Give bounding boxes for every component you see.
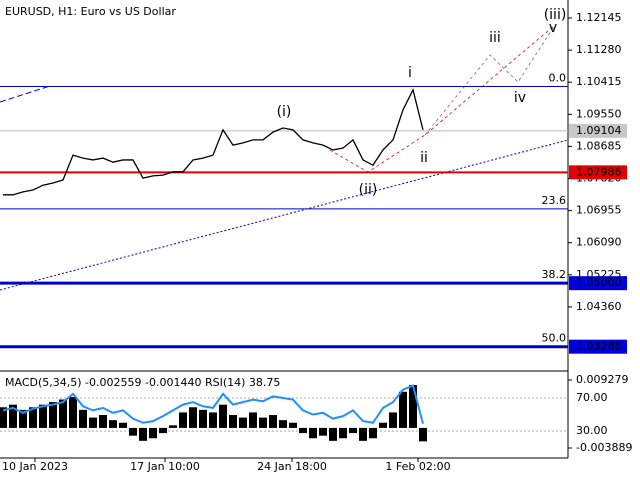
macd-bar [299, 427, 307, 434]
price-level-box [569, 339, 627, 354]
macd-bar [189, 407, 197, 428]
macd-bar [0, 407, 7, 428]
x-tick-label: 24 Jan 18:00 [257, 460, 327, 473]
fib-label: 50.0 [542, 332, 567, 345]
y-tick-label: 1.10415 [576, 75, 622, 88]
fib-label: 38.2 [542, 268, 567, 281]
fib-label: 23.6 [542, 194, 567, 207]
price-level-label: 1.07986 [576, 165, 622, 178]
macd-bar [249, 412, 257, 428]
price-level-label: 1.05000 [576, 276, 622, 289]
price-level-box [569, 165, 627, 180]
macd-bar [349, 427, 357, 434]
macd-bar [179, 412, 187, 428]
macd-bar [29, 407, 37, 428]
macd-bar [419, 427, 427, 442]
macd-bar [279, 420, 287, 428]
macd-bar [339, 427, 347, 439]
macd-bar [229, 415, 237, 428]
macd-bar [329, 427, 337, 441]
macd-bar [109, 420, 117, 428]
x-tick-label: 10 Jan 2023 [2, 460, 68, 473]
macd-bar [49, 402, 57, 428]
x-tick-label: 17 Jan 10:00 [130, 460, 200, 473]
macd-bar [159, 427, 167, 434]
y-tick-label: 1.08685 [576, 139, 622, 152]
y-tick-label: 1.06955 [576, 204, 622, 217]
rsi-tick-label: 70.00 [576, 391, 608, 404]
wave-label: (i) [277, 104, 292, 120]
current-price-label: 1.09104 [576, 124, 622, 137]
macd-bar [239, 417, 247, 428]
macd-bar [209, 412, 217, 428]
macd-bar [369, 427, 377, 439]
wave-label: ii [420, 150, 428, 166]
fib-label: 0.0 [549, 71, 567, 84]
wave-label: v [549, 20, 557, 36]
macd-bar [359, 427, 367, 441]
macd-bar [399, 391, 407, 428]
macd-bar [219, 404, 227, 428]
macd-bar [59, 399, 67, 428]
x-tick-label: 1 Feb 02:00 [385, 460, 450, 473]
macd-bar [69, 396, 77, 428]
macd-bar [319, 427, 327, 436]
trend-line [0, 139, 569, 291]
price-level-box [569, 276, 627, 291]
macd-bar [149, 427, 157, 439]
chart-title: EURUSD, H1: Euro vs US Dollar [5, 5, 176, 18]
macd-bar [269, 415, 277, 428]
indicator-label: MACD(5,34,5) -0.002559 -0.001440 RSI(14)… [5, 376, 280, 389]
y-tick-label: 1.09550 [576, 107, 622, 120]
macd-bar [379, 422, 387, 428]
macd-tick-label: -0.003889 [576, 441, 632, 454]
macd-bar [169, 425, 177, 428]
macd-bar [139, 427, 147, 441]
macd-bar [89, 417, 97, 428]
y-tick-label: 1.06090 [576, 236, 622, 249]
macd-bar [79, 409, 87, 428]
macd-bar [409, 385, 417, 428]
rsi-tick-label: 30.00 [576, 424, 608, 437]
macd-bar [289, 422, 297, 428]
macd-bar [129, 427, 137, 436]
macd-bar [9, 404, 17, 428]
macd-bar [39, 404, 47, 428]
sub-wave-projection [424, 24, 556, 136]
wave-label: i [408, 65, 412, 81]
macd-bar [19, 409, 27, 428]
wave-label: iii [489, 30, 501, 46]
macd-bar [199, 409, 207, 428]
rsi-line [2, 384, 424, 425]
wave-label: (ii) [359, 182, 378, 198]
macd-tick-label: 0.009279 [576, 373, 629, 386]
y-tick-label: 1.12145 [576, 11, 622, 24]
macd-bar [389, 412, 397, 428]
current-price-box [569, 123, 627, 138]
macd-bar [309, 427, 317, 439]
macd-bar [259, 417, 267, 428]
macd-bar [119, 422, 127, 428]
y-tick-label: 1.04360 [576, 300, 622, 313]
macd-bar [99, 415, 107, 428]
price-line [3, 87, 424, 196]
wave-label: (iii) [544, 7, 567, 23]
price-level-label: 1.03288 [576, 340, 622, 353]
wave-label: iv [514, 90, 526, 106]
y-tick-label: 1.11280 [576, 43, 622, 56]
